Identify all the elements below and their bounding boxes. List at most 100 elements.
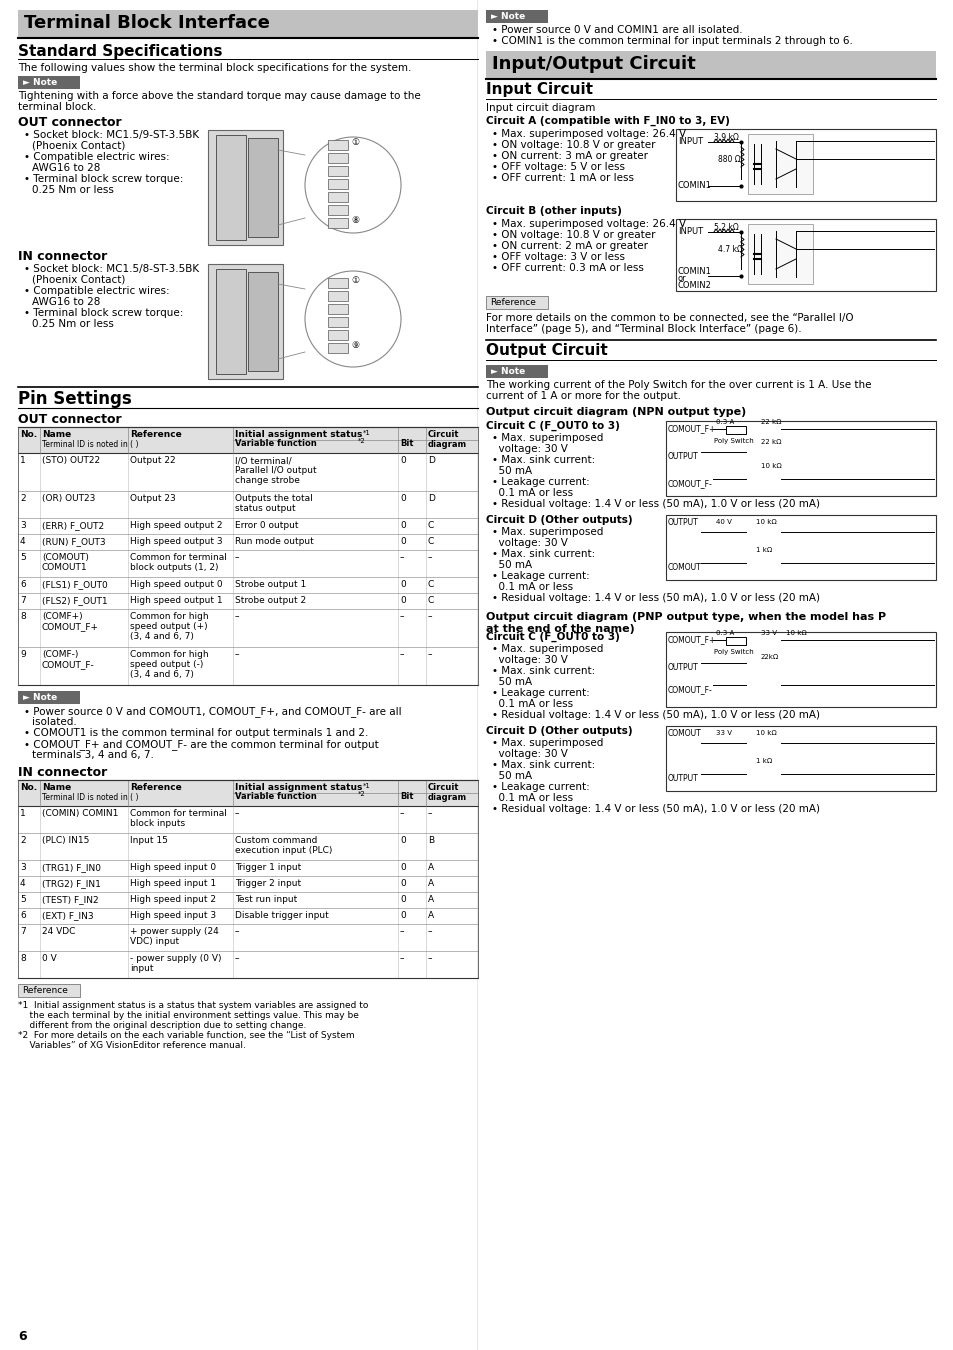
Text: • Max. superimposed: • Max. superimposed	[492, 644, 602, 653]
Text: *1: *1	[363, 783, 371, 788]
Text: 22 kΩ: 22 kΩ	[760, 418, 781, 425]
Text: • Max. superimposed voltage: 26.4 V: • Max. superimposed voltage: 26.4 V	[492, 130, 685, 139]
Text: • Leakage current:: • Leakage current:	[492, 782, 589, 792]
Text: (TRG1) F_IN0: (TRG1) F_IN0	[42, 863, 101, 872]
Text: ► Note: ► Note	[23, 693, 57, 702]
Text: • OFF current: 1 mA or less: • OFF current: 1 mA or less	[492, 173, 634, 184]
Bar	[485, 51, 935, 80]
Text: (RUN) F_OUT3: (RUN) F_OUT3	[42, 537, 106, 545]
Text: –: –	[234, 554, 239, 562]
Text: 0.25 Nm or less: 0.25 Nm or less	[32, 319, 113, 329]
Text: • COMOUT1 is the common terminal for output terminals 1 and 2.: • COMOUT1 is the common terminal for out…	[24, 728, 368, 738]
Text: 10 kΩ: 10 kΩ	[760, 463, 781, 468]
Bar	[18, 780, 477, 806]
Bar	[328, 166, 348, 176]
Text: 0.1 mA or less: 0.1 mA or less	[492, 582, 573, 593]
Text: –: –	[234, 927, 239, 936]
Text: (FLS2) F_OUT1: (FLS2) F_OUT1	[42, 595, 108, 605]
Text: • Terminal block screw torque:: • Terminal block screw torque:	[24, 174, 183, 184]
Text: 0.1 mA or less: 0.1 mA or less	[492, 792, 573, 803]
Text: Output circuit diagram (NPN output type): Output circuit diagram (NPN output type)	[485, 406, 745, 417]
Bar	[328, 140, 348, 150]
Bar	[18, 518, 477, 535]
Bar	[328, 153, 348, 163]
Text: Input Circuit: Input Circuit	[485, 82, 593, 97]
Text: • OFF voltage: 3 V or less: • OFF voltage: 3 V or less	[492, 252, 624, 262]
Bar	[485, 296, 547, 309]
Text: • Max. sink current:: • Max. sink current:	[492, 760, 595, 770]
Text: 0.1 mA or less: 0.1 mA or less	[492, 699, 573, 709]
Text: Reference: Reference	[130, 783, 182, 792]
Text: OUT connector: OUT connector	[18, 116, 121, 130]
Text: –: –	[399, 809, 404, 818]
Text: 0: 0	[399, 836, 405, 845]
Text: • COMOUT_F+ and COMOUT_F- are the common terminal for output: • COMOUT_F+ and COMOUT_F- are the common…	[24, 738, 378, 749]
Text: 0: 0	[399, 595, 405, 605]
Text: • Residual voltage: 1.4 V or less (50 mA), 1.0 V or less (20 mA): • Residual voltage: 1.4 V or less (50 mA…	[492, 593, 820, 603]
Text: - power supply (0 V): - power supply (0 V)	[130, 954, 221, 963]
Text: (TEST) F_IN2: (TEST) F_IN2	[42, 895, 98, 905]
Text: 33 V: 33 V	[760, 630, 776, 636]
Text: • ON current: 3 mA or greater: • ON current: 3 mA or greater	[492, 151, 647, 161]
Text: 9: 9	[20, 649, 26, 659]
Text: A: A	[428, 911, 434, 919]
Text: block outputs (1, 2): block outputs (1, 2)	[130, 563, 218, 572]
Text: speed output (+): speed output (+)	[130, 622, 208, 630]
Text: The following values show the terminal block specifications for the system.: The following values show the terminal b…	[18, 63, 411, 73]
Text: *1  Initial assignment status is a status that system variables are assigned to: *1 Initial assignment status is a status…	[18, 1000, 368, 1010]
Text: • Max. superimposed: • Max. superimposed	[492, 433, 602, 443]
Text: Variable function: Variable function	[234, 439, 316, 448]
Text: (Phoenix Contact): (Phoenix Contact)	[32, 140, 125, 151]
Text: • Socket block: MC1.5/8-ST-3.5BK: • Socket block: MC1.5/8-ST-3.5BK	[24, 265, 199, 274]
Text: • Max. sink current:: • Max. sink current:	[492, 549, 595, 559]
Text: • Max. sink current:: • Max. sink current:	[492, 666, 595, 676]
Bar	[18, 923, 477, 950]
Text: 6: 6	[18, 1330, 27, 1343]
Text: • Residual voltage: 1.4 V or less (50 mA), 1.0 V or less (20 mA): • Residual voltage: 1.4 V or less (50 mA…	[492, 500, 820, 509]
Text: Name: Name	[42, 783, 71, 792]
Text: 4: 4	[20, 537, 26, 545]
Text: execution input (PLC): execution input (PLC)	[234, 846, 332, 855]
Text: 6: 6	[20, 911, 26, 919]
Text: Input/Output Circuit: Input/Output Circuit	[492, 55, 695, 73]
Bar	[215, 135, 246, 240]
Text: No.: No.	[20, 783, 37, 792]
Text: AWG16 to 28: AWG16 to 28	[32, 297, 100, 306]
Text: Tightening with a force above the standard torque may cause damage to the: Tightening with a force above the standa…	[18, 90, 420, 101]
Text: • OFF current: 0.3 mA or less: • OFF current: 0.3 mA or less	[492, 263, 643, 273]
Text: INPUT: INPUT	[678, 227, 702, 236]
Text: –: –	[399, 612, 404, 621]
Text: 3: 3	[20, 863, 26, 872]
Text: 1: 1	[20, 456, 26, 464]
Text: INPUT: INPUT	[678, 136, 702, 146]
Text: (Phoenix Contact): (Phoenix Contact)	[32, 275, 125, 285]
Text: *2  For more details on the each variable function, see the “List of System: *2 For more details on the each variable…	[18, 1031, 355, 1040]
Text: COMOUT1: COMOUT1	[42, 563, 88, 572]
Bar	[747, 224, 812, 284]
Bar	[18, 491, 477, 518]
Text: COMIN1: COMIN1	[678, 181, 711, 190]
Bar	[18, 9, 477, 38]
Text: –: –	[428, 927, 432, 936]
Text: Name: Name	[42, 431, 71, 439]
Bar	[248, 138, 277, 238]
Text: COMOUT_F+: COMOUT_F+	[667, 424, 716, 433]
Text: A: A	[428, 863, 434, 872]
Text: 24 VDC: 24 VDC	[42, 927, 75, 936]
Text: ⑨: ⑨	[351, 342, 358, 350]
Text: 6: 6	[20, 580, 26, 589]
Text: –: –	[234, 954, 239, 963]
Text: 2: 2	[20, 836, 26, 845]
Text: (EXT) F_IN3: (EXT) F_IN3	[42, 911, 93, 919]
Text: The working current of the Poly Switch for the over current is 1 A. Use the: The working current of the Poly Switch f…	[485, 379, 871, 390]
Text: Interface” (page 5), and “Terminal Block Interface” (page 6).: Interface” (page 5), and “Terminal Block…	[485, 324, 801, 333]
Text: Strobe output 2: Strobe output 2	[234, 595, 306, 605]
Text: Reference: Reference	[130, 431, 182, 439]
Text: • Compatible electric wires:: • Compatible electric wires:	[24, 153, 170, 162]
Text: Input 15: Input 15	[130, 836, 168, 845]
Text: (COMF+): (COMF+)	[42, 612, 83, 621]
Text: D: D	[428, 456, 435, 464]
Text: Input circuit diagram: Input circuit diagram	[485, 103, 595, 113]
Bar	[18, 909, 477, 923]
Bar	[18, 576, 477, 593]
